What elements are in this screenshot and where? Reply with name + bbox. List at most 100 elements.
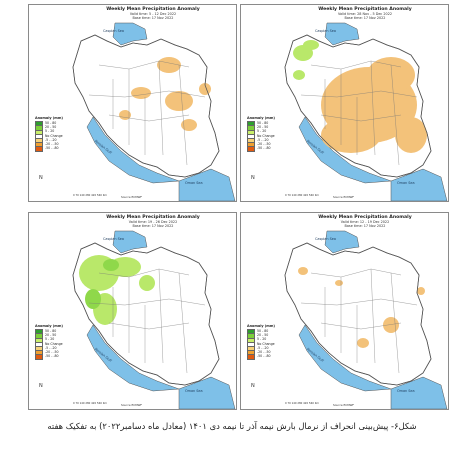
legend-label: No Change [45, 341, 63, 346]
oman-sea [178, 168, 236, 201]
province-border [88, 298, 206, 306]
scale-bar: 0 70 140 280 420 560 Km [73, 194, 107, 197]
persian-gulf [298, 116, 392, 184]
anomaly-patch [103, 259, 119, 271]
legend-label: -5 - -20 [45, 345, 57, 350]
anomaly-patch [181, 119, 197, 131]
iran-map-4 [284, 230, 448, 409]
scale-bar: 0 70 140 280 420 560 Km [73, 402, 107, 405]
province-border [98, 60, 190, 70]
oman-label: Oman Sea [397, 181, 415, 185]
caspian-sea [112, 22, 148, 46]
legend-label: 20 - 50 [45, 125, 57, 130]
valid-time: Valid time: 28 Nov - 5 Dec 2022 [337, 12, 393, 16]
anomaly-patch [293, 70, 305, 80]
province-border [178, 272, 188, 374]
province-border [300, 298, 418, 306]
agency-logo-icon [429, 7, 444, 18]
base-time: Base time: 17 Nov 2022 [132, 223, 174, 228]
legend-title: Anomaly (mm) [247, 116, 275, 120]
legend-label: 20 - 50 [257, 333, 269, 338]
persian-gulf [86, 116, 180, 184]
valid-time: Valid time: 19 - 26 Dec 2022 [128, 220, 178, 224]
province-border [178, 64, 188, 166]
legend-title: Anomaly (mm) [247, 324, 275, 328]
legend-label: -50 - -80 [45, 146, 59, 151]
anomaly-patch [119, 110, 131, 120]
panel-title: Weekly Mean Precipitation Anomaly [106, 215, 200, 220]
caspian-label: Caspian Sea [103, 29, 124, 33]
legend-label: 5 - 20 [45, 337, 55, 342]
province-border [158, 268, 164, 364]
legend-title: Anomaly (mm) [35, 116, 63, 120]
agency-logo-icon [217, 215, 232, 226]
province-border [370, 60, 376, 156]
oman-sea [390, 376, 448, 409]
caspian-label: Caspian Sea [315, 29, 336, 33]
legend-label: No Change [45, 133, 63, 138]
province-border [320, 114, 402, 122]
anomaly-patch [417, 287, 425, 295]
map-panel-1: Weekly Mean Precipitation Anomaly Valid … [28, 4, 237, 202]
anomaly-patch [298, 267, 308, 275]
legend-item: -50 - -80 [247, 354, 277, 360]
caspian-label: Caspian Sea [103, 237, 124, 241]
legend-swatch [35, 146, 43, 152]
anomaly-patch [383, 317, 399, 333]
anomaly-patch [131, 87, 151, 99]
anomaly-patch [321, 117, 381, 153]
legend-swatch [247, 146, 255, 152]
legend-label: -50 - -80 [45, 354, 59, 359]
oman-label: Oman Sea [397, 389, 415, 393]
persian-gulf [86, 324, 180, 392]
province-border [98, 268, 190, 278]
anomaly-patch [367, 57, 415, 93]
scale-bar: 0 70 140 280 420 560 Km [285, 402, 319, 405]
compass-icon: N [39, 175, 43, 181]
source-label: Source ECMWF [121, 403, 143, 407]
iran-border [284, 242, 432, 386]
caspian-sea [324, 22, 360, 46]
panel-title: Weekly Mean Precipitation Anomaly [318, 215, 412, 220]
province-border [108, 322, 190, 330]
legend-swatch [35, 354, 43, 360]
legend-label: -20 - -50 [45, 141, 59, 146]
map-panel-2: Weekly Mean Precipitation Anomaly Valid … [240, 4, 449, 202]
iran-outline [284, 242, 432, 386]
iran-map-1 [72, 22, 236, 201]
anomaly-patch [395, 117, 427, 153]
province-border [390, 272, 400, 374]
base-time: Base time: 17 Nov 2022 [344, 223, 386, 228]
anomaly-patch [335, 280, 343, 286]
legend-label: 20 - 50 [45, 333, 57, 338]
province-border [88, 90, 206, 98]
legend-swatch [247, 354, 255, 360]
caspian-sea [324, 230, 360, 254]
caspian-sea [112, 230, 148, 254]
legend-label: -20 - -50 [257, 141, 271, 146]
province-border [370, 268, 376, 364]
oman-sea [178, 376, 236, 409]
agency-logo-icon [217, 7, 232, 18]
source-label: Source ECMWF [333, 403, 355, 407]
province-border [158, 60, 164, 156]
legend-label: 50 - 80 [45, 120, 57, 125]
map-panel-3: Weekly Mean Precipitation Anomaly Valid … [28, 212, 237, 410]
figure-caption: شکل۶- پیش‌بینی انحراف از نرمال بارش نیمه… [47, 421, 417, 431]
compass-icon: N [251, 175, 255, 181]
legend: Anomaly (mm) 50 - 80 20 - 50 5 - 20 No Chang… [35, 324, 65, 360]
legend-label: -50 - -80 [257, 354, 271, 359]
legend-label: -5 - -20 [257, 137, 269, 142]
base-time: Base time: 17 Nov 2022 [344, 15, 386, 20]
legend-label: -5 - -20 [45, 137, 57, 142]
anomaly-patch [165, 91, 193, 111]
oman-label: Oman Sea [185, 389, 203, 393]
iran-outline [72, 34, 220, 178]
scale-bar: 0 70 140 280 420 560 Km [285, 194, 319, 197]
legend-label: No Change [257, 133, 275, 138]
iran-border [72, 242, 220, 386]
legend: Anomaly (mm) 50 - 80 20 - 50 5 - 20 No Chang… [247, 324, 277, 360]
base-time: Base time: 17 Nov 2022 [132, 15, 174, 20]
legend: Anomaly (mm) 50 - 80 20 - 50 5 - 20 No Chang… [35, 116, 65, 152]
province-border [390, 64, 400, 166]
